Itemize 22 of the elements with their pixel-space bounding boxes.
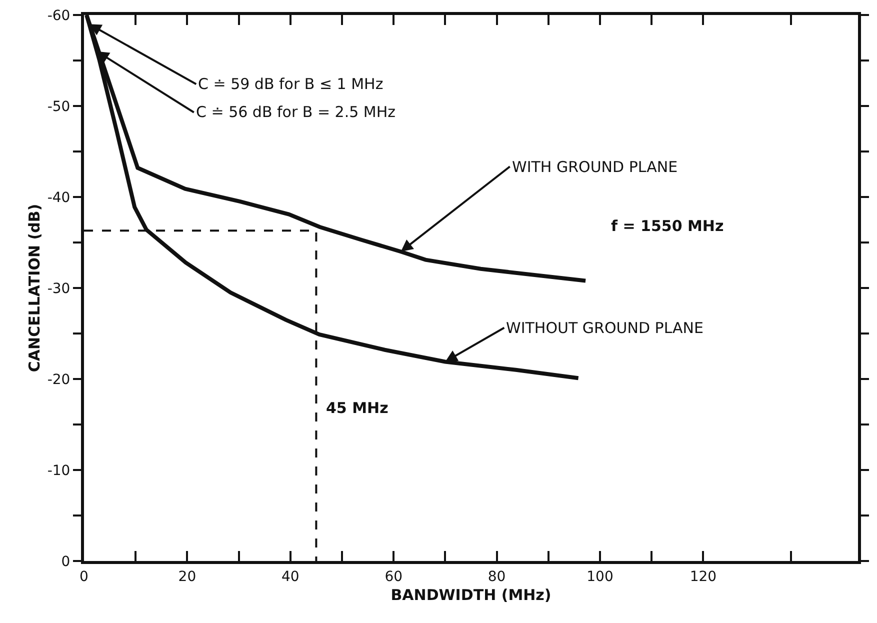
annotation: C ≐ 56 dB for B = 2.5 MHz <box>196 103 396 121</box>
annotation: 45 MHz <box>326 399 389 417</box>
y-axis-title: CANCELLATION (dB) <box>26 204 44 372</box>
y-tick-label: -40 <box>47 190 70 206</box>
annotation: f = 1550 MHz <box>611 217 724 235</box>
x-tick-label: 60 <box>384 568 403 585</box>
y-tick-label: 0 <box>61 554 70 570</box>
x-tick-label: 80 <box>488 568 506 585</box>
x-tick-label: 40 <box>281 568 300 585</box>
x-tick-label: 120 <box>690 568 717 585</box>
y-tick-label: -20 <box>47 372 70 388</box>
annotation: WITHOUT GROUND PLANE <box>506 319 704 337</box>
annotation: WITH GROUND PLANE <box>512 158 678 176</box>
y-tick-label: -50 <box>47 98 70 115</box>
x-tick-label: 100 <box>586 568 614 585</box>
x-axis-title: BANDWIDTH (MHz) <box>390 586 552 604</box>
x-tick-label: 0 <box>80 568 88 585</box>
y-tick-label: -60 <box>47 8 70 24</box>
annotation: C ≐ 59 dB for B ≤ 1 MHz <box>198 75 384 93</box>
y-tick-label: -30 <box>47 280 70 297</box>
y-tick-label: -10 <box>47 462 70 479</box>
x-tick-label: 20 <box>178 568 196 585</box>
